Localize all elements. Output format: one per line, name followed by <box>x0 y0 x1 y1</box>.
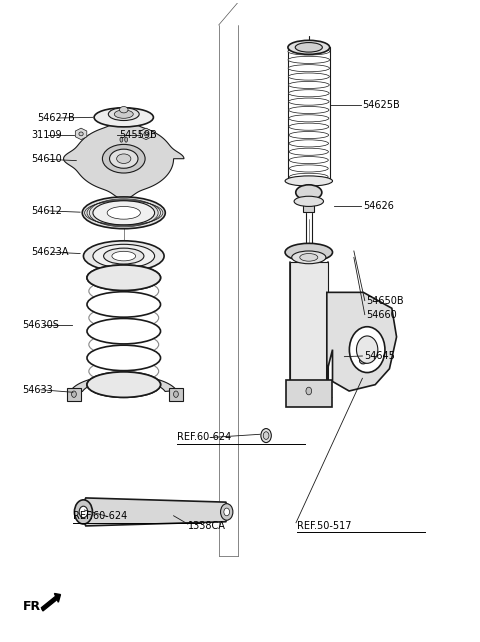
Text: 31109: 31109 <box>31 130 62 139</box>
Ellipse shape <box>120 137 123 142</box>
Text: 54627B: 54627B <box>37 113 75 123</box>
Ellipse shape <box>102 144 145 173</box>
Ellipse shape <box>107 207 140 219</box>
Ellipse shape <box>79 132 83 136</box>
Ellipse shape <box>93 245 155 268</box>
Ellipse shape <box>261 429 271 442</box>
Ellipse shape <box>289 165 328 172</box>
Text: 54650B: 54650B <box>367 295 404 306</box>
Ellipse shape <box>289 148 328 155</box>
Ellipse shape <box>89 333 159 356</box>
Ellipse shape <box>114 110 133 118</box>
Text: 54660: 54660 <box>367 309 397 320</box>
Ellipse shape <box>84 241 164 272</box>
Ellipse shape <box>360 352 372 364</box>
Polygon shape <box>67 388 81 401</box>
Ellipse shape <box>120 107 128 113</box>
Bar <box>290 263 328 381</box>
Text: 54626: 54626 <box>363 202 394 211</box>
Polygon shape <box>79 498 230 526</box>
Ellipse shape <box>357 336 378 363</box>
Ellipse shape <box>144 132 148 136</box>
Ellipse shape <box>288 56 330 64</box>
Ellipse shape <box>82 197 165 229</box>
Ellipse shape <box>263 431 269 439</box>
Ellipse shape <box>87 345 160 370</box>
Ellipse shape <box>288 98 329 105</box>
Ellipse shape <box>289 173 328 180</box>
Text: 54623A: 54623A <box>31 247 69 257</box>
Ellipse shape <box>349 327 385 372</box>
Polygon shape <box>63 118 184 199</box>
Ellipse shape <box>288 40 330 55</box>
Text: REF.60-624: REF.60-624 <box>178 433 232 442</box>
Ellipse shape <box>288 73 329 80</box>
Ellipse shape <box>285 243 333 261</box>
Polygon shape <box>140 128 152 139</box>
Ellipse shape <box>288 65 329 72</box>
Ellipse shape <box>220 504 233 520</box>
Text: 54633: 54633 <box>22 385 52 395</box>
Ellipse shape <box>288 82 329 89</box>
Ellipse shape <box>112 251 136 261</box>
Ellipse shape <box>72 391 76 397</box>
Text: 54610: 54610 <box>31 154 62 164</box>
Ellipse shape <box>109 149 138 168</box>
Ellipse shape <box>295 42 323 52</box>
Text: 54630S: 54630S <box>22 320 59 331</box>
Text: 1338CA: 1338CA <box>188 521 226 531</box>
Ellipse shape <box>94 108 154 127</box>
Ellipse shape <box>288 107 329 114</box>
Ellipse shape <box>289 115 329 122</box>
Text: 54612: 54612 <box>31 206 62 216</box>
Ellipse shape <box>174 391 179 397</box>
Ellipse shape <box>93 201 155 225</box>
Polygon shape <box>75 128 87 139</box>
Ellipse shape <box>288 48 330 55</box>
Ellipse shape <box>289 132 329 139</box>
Ellipse shape <box>296 185 322 200</box>
Ellipse shape <box>79 506 88 517</box>
Ellipse shape <box>289 157 328 164</box>
Bar <box>286 380 332 407</box>
Ellipse shape <box>300 254 318 261</box>
Ellipse shape <box>87 372 160 397</box>
Ellipse shape <box>89 280 159 302</box>
Text: 54625B: 54625B <box>362 100 400 110</box>
Bar <box>303 202 314 211</box>
Text: 54645: 54645 <box>364 351 395 361</box>
Text: 54559B: 54559B <box>119 130 157 140</box>
Polygon shape <box>327 292 396 394</box>
Ellipse shape <box>87 265 160 290</box>
Ellipse shape <box>294 196 324 207</box>
Polygon shape <box>169 388 183 401</box>
Polygon shape <box>71 375 177 392</box>
Ellipse shape <box>74 500 93 524</box>
Ellipse shape <box>104 248 144 264</box>
Ellipse shape <box>306 387 312 395</box>
Ellipse shape <box>108 108 139 121</box>
Ellipse shape <box>89 306 159 329</box>
Text: REF.50-517: REF.50-517 <box>297 521 351 531</box>
Ellipse shape <box>87 318 160 344</box>
FancyArrow shape <box>41 593 60 611</box>
Ellipse shape <box>224 508 229 516</box>
Ellipse shape <box>289 140 328 147</box>
Ellipse shape <box>285 176 333 186</box>
Text: REF.60-624: REF.60-624 <box>73 512 127 521</box>
Ellipse shape <box>87 265 160 290</box>
Ellipse shape <box>125 137 128 142</box>
Ellipse shape <box>288 90 329 97</box>
Ellipse shape <box>89 360 159 383</box>
Ellipse shape <box>87 291 160 317</box>
Ellipse shape <box>87 372 160 397</box>
Ellipse shape <box>292 251 326 264</box>
Text: FR.: FR. <box>23 600 46 612</box>
Ellipse shape <box>289 123 329 130</box>
Ellipse shape <box>117 154 131 164</box>
